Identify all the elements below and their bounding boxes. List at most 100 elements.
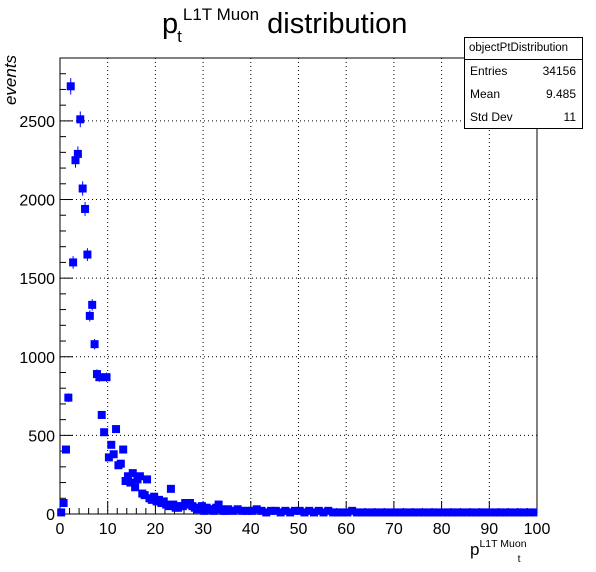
data-point [496,508,505,517]
stats-stddev-label: Std Dev [470,110,513,124]
stats-histogram-name: objectPtDistribution [465,38,582,60]
data-point [376,508,385,517]
data-point [391,508,400,517]
data-point [462,508,471,517]
data-point [429,508,438,517]
data-point [126,478,135,487]
x-tick-label: 40 [242,521,260,538]
x-tick-label: 60 [337,521,355,538]
data-point [90,340,99,349]
data-point [324,506,333,515]
data-point [271,506,280,515]
x-tick-label: 100 [524,521,551,538]
data-point [343,508,352,517]
x-tick-label: 10 [99,521,117,538]
x-tick-label: 50 [290,521,308,538]
x-axis-title: pL1T Muont [470,538,527,565]
data-point [290,506,299,515]
stats-mean-value: 9.485 [545,87,576,101]
data-point [247,506,256,515]
data-point [372,508,381,517]
data-point [286,508,295,517]
data-point [300,508,309,517]
data-point [424,508,433,517]
data-point [467,508,476,517]
data-point [310,508,319,517]
data-point [88,300,97,309]
x-tick-label: 80 [433,521,451,538]
data-point [405,508,414,517]
data-point [61,445,70,454]
data-point [112,425,121,434]
data-point [57,508,66,517]
data-point [333,508,342,517]
data-point [164,502,173,511]
data-point [131,483,140,492]
data-point [314,506,323,515]
stats-entries-label: Entries [470,64,508,78]
data-point [414,508,423,517]
data-point [486,508,495,517]
data-point [276,508,285,517]
data-point [500,508,509,517]
data-point [233,505,242,514]
x-tick-label: 20 [147,521,165,538]
title-suffix: distribution [267,8,408,40]
data-point [448,508,457,517]
data-point [143,475,152,484]
data-point [367,508,376,517]
data-point [386,508,395,517]
x-tick-label: 0 [56,521,65,538]
stats-entries-value: 34156 [542,64,576,78]
title-superscript: L1T Muon [182,5,260,24]
data-point [71,156,80,165]
data-point [400,508,409,517]
data-point [140,491,149,500]
data-point [453,508,462,517]
title-subscript: t [177,27,182,46]
y-tick-label: 0 [46,507,55,524]
data-point [352,508,361,517]
data-point [76,115,85,124]
data-point [438,508,447,517]
data-point [95,373,104,382]
data-point [107,440,116,449]
data-point [519,508,528,517]
data-point [357,508,366,517]
data-point [443,508,452,517]
data-point [166,484,175,493]
data-point [73,149,82,158]
data-point [228,506,237,515]
x-axis-title-subscript: t [517,553,521,565]
chart-title: ptL1T Muon distribution [162,5,408,46]
y-tick-label: 1500 [19,271,55,288]
data-point [329,508,338,517]
data-point [524,508,533,517]
data-point [505,508,514,517]
data-point [419,508,428,517]
data-point [238,506,247,515]
data-point [476,508,485,517]
data-point [305,506,314,515]
data-point [281,506,290,515]
data-point [319,508,328,517]
data-point [472,508,481,517]
x-tick-label: 70 [385,521,403,538]
data-point [104,453,113,462]
y-tick-label: 500 [28,428,55,445]
y-axis-title: events [1,54,21,106]
data-point [224,505,233,514]
data-point [362,508,371,517]
data-point [515,508,524,517]
data-point [66,82,75,91]
data-point [348,506,357,515]
data-point [338,508,347,517]
stats-row-entries: Entries 34156 [465,60,582,83]
data-point [69,258,78,267]
data-point [457,508,466,517]
data-point [267,506,276,515]
stats-row-mean: Mean 9.485 [465,83,582,106]
data-point [257,506,266,515]
data-point [85,311,94,320]
y-tick-label: 2000 [19,193,55,210]
